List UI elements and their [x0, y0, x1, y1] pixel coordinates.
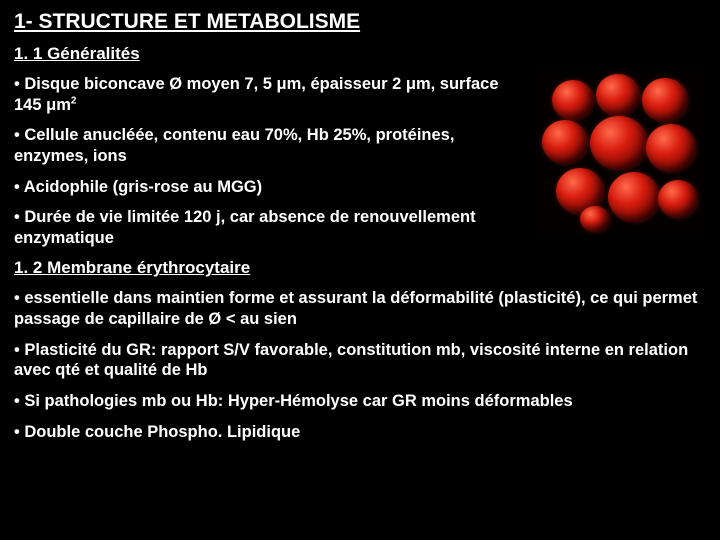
section1-heading: 1. 1 Généralités — [14, 44, 702, 64]
blood-cell-icon — [580, 206, 610, 232]
blood-cell-icon — [646, 124, 696, 172]
section2-bullet-3: • Si pathologies mb ou Hb: Hyper-Hémolys… — [14, 391, 702, 412]
blood-cell-icon — [608, 172, 660, 222]
blood-cell-icon — [596, 74, 640, 116]
section1-bullet-1: • Disque biconcave Ø moyen 7, 5 μm, épai… — [14, 74, 514, 115]
section2-bullet-2: • Plasticité du GR: rapport S/V favorabl… — [14, 340, 702, 381]
section1-bullet-4: • Durée de vie limitée 120 j, car absenc… — [14, 207, 514, 248]
blood-cell-icon — [590, 116, 648, 170]
section2-bullet-4: • Double couche Phospho. Lipidique — [14, 422, 702, 443]
blood-cell-icon — [658, 180, 698, 218]
slide: 1- STRUCTURE ET METABOLISME 1. 1 Général… — [0, 0, 720, 540]
section2-heading: 1. 2 Membrane érythrocytaire — [14, 258, 702, 278]
blood-cell-icon — [542, 120, 588, 164]
blood-cell-icon — [642, 78, 688, 122]
section1-bullet-1-text: • Disque biconcave Ø moyen 7, 5 μm, épai… — [14, 75, 499, 114]
section1-bullet-2: • Cellule anucléée, contenu eau 70%, Hb … — [14, 125, 514, 166]
section2-bullet-1: • essentielle dans maintien forme et ass… — [14, 288, 702, 329]
section1-bullet-1-sup: 2 — [71, 95, 77, 106]
blood-cells-image — [534, 68, 706, 236]
blood-cell-icon — [552, 80, 594, 120]
section1-bullet-3: • Acidophile (gris-rose au MGG) — [14, 177, 514, 198]
slide-title: 1- STRUCTURE ET METABOLISME — [14, 10, 702, 34]
